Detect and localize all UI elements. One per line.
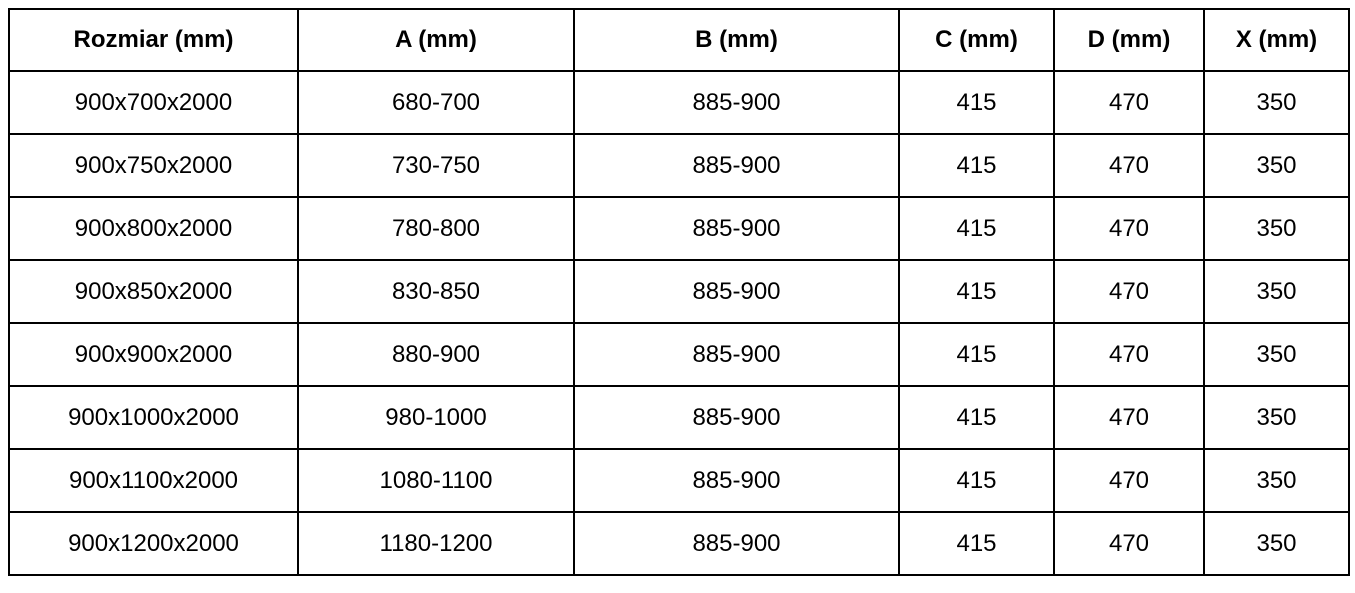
table-cell: 350 xyxy=(1203,448,1350,513)
table-cell: 885-900 xyxy=(573,133,900,198)
table-cell: 470 xyxy=(1053,70,1205,135)
table-cell: 830-850 xyxy=(297,259,575,324)
table-row: 900x750x2000 730-750 885-900 415 470 350 xyxy=(8,133,1350,198)
table-cell: 350 xyxy=(1203,385,1350,450)
table-cell: 1080-1100 xyxy=(297,448,575,513)
table-row: 900x1100x2000 1080-1100 885-900 415 470 350 xyxy=(8,448,1350,513)
table-cell: 415 xyxy=(898,196,1055,261)
table-cell: 885-900 xyxy=(573,511,900,576)
table-cell: 415 xyxy=(898,385,1055,450)
table-cell: 885-900 xyxy=(573,196,900,261)
table-row: 900x800x2000 780-800 885-900 415 470 350 xyxy=(8,196,1350,261)
table-cell: 900x700x2000 xyxy=(8,70,299,135)
column-header-3: C (mm) xyxy=(898,8,1055,72)
table-cell: 900x1100x2000 xyxy=(8,448,299,513)
table-cell: 880-900 xyxy=(297,322,575,387)
table-row: 900x1200x2000 1180-1200 885-900 415 470 350 xyxy=(8,511,1350,576)
table-cell: 470 xyxy=(1053,196,1205,261)
table-cell: 885-900 xyxy=(573,259,900,324)
table-cell: 350 xyxy=(1203,511,1350,576)
table-cell: 900x900x2000 xyxy=(8,322,299,387)
table-row: 900x900x2000 880-900 885-900 415 470 350 xyxy=(8,322,1350,387)
table-cell: 885-900 xyxy=(573,70,900,135)
table-cell: 900x850x2000 xyxy=(8,259,299,324)
table-cell: 885-900 xyxy=(573,448,900,513)
table-cell: 980-1000 xyxy=(297,385,575,450)
table-header-row: Rozmiar (mm) A (mm) B (mm) C (mm) D (mm) X (m… xyxy=(8,8,1350,72)
column-header-2: B (mm) xyxy=(573,8,900,72)
table-cell: 900x1200x2000 xyxy=(8,511,299,576)
table-cell: 885-900 xyxy=(573,322,900,387)
table-cell: 900x750x2000 xyxy=(8,133,299,198)
table-cell: 350 xyxy=(1203,70,1350,135)
table-cell: 415 xyxy=(898,133,1055,198)
table-cell: 415 xyxy=(898,511,1055,576)
table-row: 900x850x2000 830-850 885-900 415 470 350 xyxy=(8,259,1350,324)
table-cell: 470 xyxy=(1053,385,1205,450)
table-row: 900x1000x2000 980-1000 885-900 415 470 350 xyxy=(8,385,1350,450)
table-cell: 350 xyxy=(1203,322,1350,387)
table-cell: 350 xyxy=(1203,196,1350,261)
table-cell: 415 xyxy=(898,70,1055,135)
table-cell: 470 xyxy=(1053,259,1205,324)
table-cell: 415 xyxy=(898,322,1055,387)
table-cell: 350 xyxy=(1203,259,1350,324)
table-cell: 350 xyxy=(1203,133,1350,198)
table-cell: 885-900 xyxy=(573,385,900,450)
table-cell: 900x800x2000 xyxy=(8,196,299,261)
table-cell: 900x1000x2000 xyxy=(8,385,299,450)
table-cell: 1180-1200 xyxy=(297,511,575,576)
table-cell: 680-700 xyxy=(297,70,575,135)
column-header-5: X (mm) xyxy=(1203,8,1350,72)
table-row: 900x700x2000 680-700 885-900 415 470 350 xyxy=(8,70,1350,135)
dimensions-table: Rozmiar (mm) A (mm) B (mm) C (mm) D (mm) X (m… xyxy=(8,8,1350,576)
table-cell: 415 xyxy=(898,259,1055,324)
table-cell: 470 xyxy=(1053,133,1205,198)
column-header-0: Rozmiar (mm) xyxy=(8,8,299,72)
table-cell: 470 xyxy=(1053,322,1205,387)
table-cell: 470 xyxy=(1053,448,1205,513)
table-cell: 415 xyxy=(898,448,1055,513)
column-header-1: A (mm) xyxy=(297,8,575,72)
table-cell: 470 xyxy=(1053,511,1205,576)
column-header-4: D (mm) xyxy=(1053,8,1205,72)
table-cell: 730-750 xyxy=(297,133,575,198)
table-cell: 780-800 xyxy=(297,196,575,261)
